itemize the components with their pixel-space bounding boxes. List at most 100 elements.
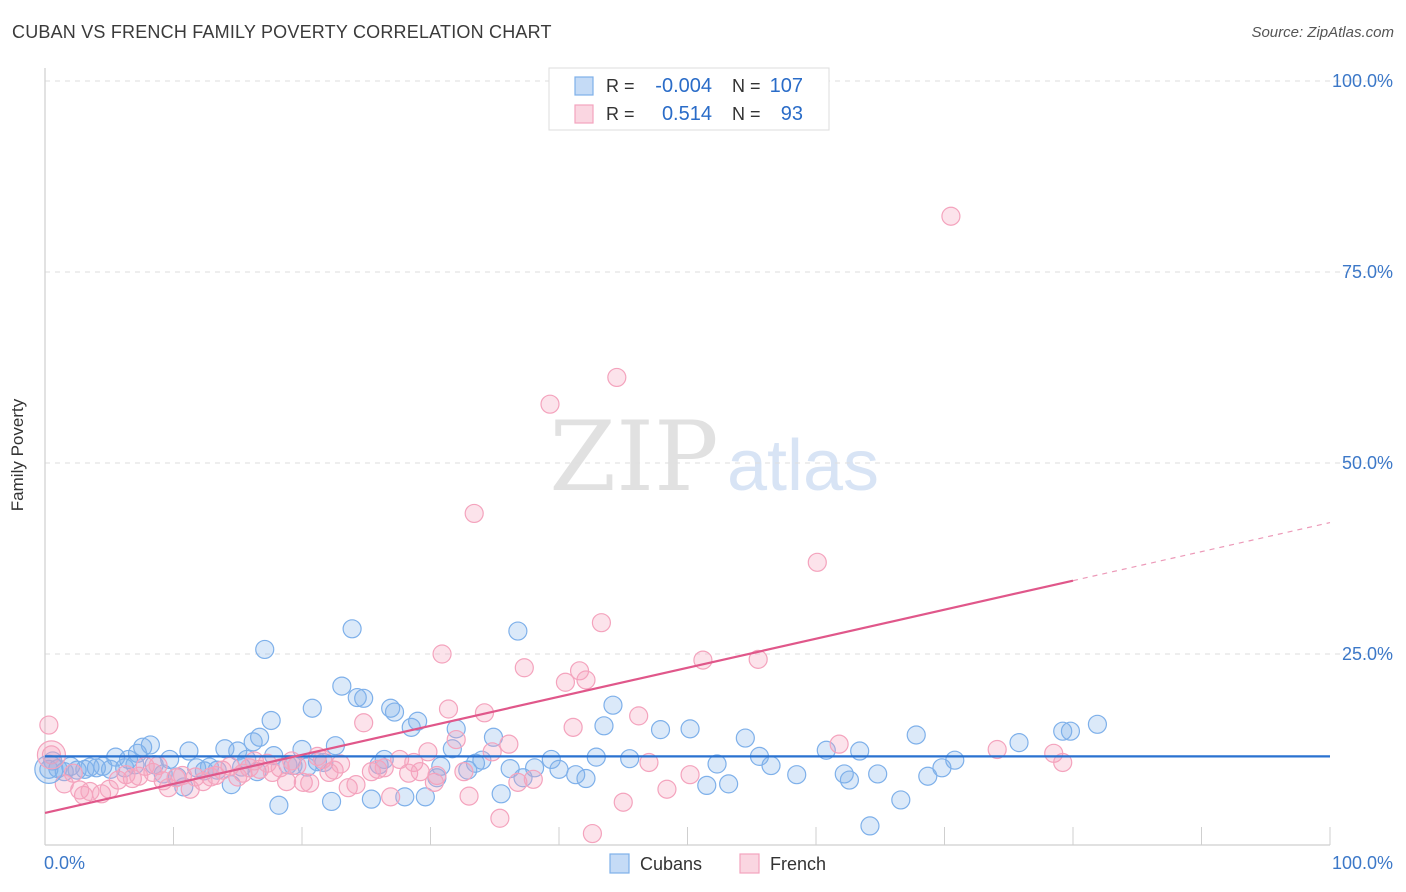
- french-point: [607, 367, 627, 388]
- stats-n-label: N =: [732, 76, 761, 96]
- french-point: [523, 769, 543, 789]
- french-point: [639, 752, 659, 773]
- grid: [45, 80, 1392, 655]
- french-point: [418, 742, 438, 762]
- french-point: [368, 759, 388, 779]
- french-point: [508, 772, 528, 792]
- cubans-point: [834, 764, 854, 784]
- cubans-point: [332, 676, 352, 696]
- cubans-point: [347, 687, 367, 708]
- french-point: [346, 775, 366, 795]
- french-point: [555, 672, 576, 692]
- watermark-atlas: atlas: [727, 426, 879, 506]
- french-point: [941, 206, 961, 226]
- data-points: [34, 206, 1108, 844]
- stats-n-value: 93: [781, 103, 803, 125]
- cubans-point: [603, 695, 623, 715]
- cubans-point: [86, 758, 107, 778]
- cubans-point: [697, 775, 717, 796]
- cubans-point: [1087, 714, 1108, 734]
- french-point: [432, 644, 452, 664]
- cubans-point: [680, 719, 700, 739]
- cubans-point: [361, 789, 381, 809]
- cubans-point: [945, 750, 965, 770]
- french-point: [576, 670, 596, 690]
- cubans-point: [839, 770, 860, 790]
- cubans-point: [408, 711, 428, 731]
- french-point: [591, 613, 612, 633]
- french-point: [613, 792, 633, 812]
- y-tick-label: 75.0%: [1342, 262, 1393, 282]
- cubans-point: [549, 759, 569, 779]
- watermark-zip: ZIP: [549, 401, 718, 513]
- cubans-point: [761, 755, 781, 776]
- french-point: [459, 786, 479, 806]
- cubans-point: [384, 702, 405, 722]
- cubans-point: [342, 619, 362, 639]
- cubans-point: [735, 728, 755, 748]
- cubans-point: [415, 787, 435, 807]
- cubans-point: [918, 766, 938, 786]
- cubans-point: [787, 765, 807, 785]
- french-legend-swatch: [739, 853, 760, 874]
- french-point: [464, 503, 484, 524]
- cubans-point: [354, 688, 374, 708]
- cubans-point: [719, 774, 739, 794]
- french-point: [438, 699, 459, 719]
- french-point: [129, 766, 149, 786]
- cubans-point: [576, 768, 596, 789]
- cubans-point: [395, 787, 415, 807]
- tick-labels: 25.0% 50.0% 75.0% 100.0% 0.0% 100.0%: [44, 71, 1393, 873]
- chart-source: Source: ZipAtlas.com: [1251, 24, 1394, 41]
- cubans-point: [1009, 733, 1029, 753]
- stats-swatch: [574, 76, 594, 96]
- french-point: [63, 763, 83, 783]
- french-point: [381, 787, 401, 807]
- french-point: [748, 649, 768, 669]
- cubans-point: [255, 639, 275, 660]
- cubans-point: [868, 764, 888, 784]
- stats-r-value: 0.514: [662, 103, 712, 125]
- y-tick-label: 50.0%: [1342, 453, 1393, 473]
- french-point: [807, 552, 827, 572]
- legend: Cubans French: [609, 853, 826, 874]
- stats-box-frame: [548, 67, 830, 131]
- cubans-point: [594, 716, 614, 736]
- french-point: [41, 745, 62, 765]
- french-point: [338, 778, 358, 798]
- cubans-point: [269, 795, 289, 815]
- stats-n-label: N =: [732, 104, 761, 124]
- stats-r-label: R =: [606, 104, 635, 124]
- cubans-point: [100, 759, 121, 779]
- french-point: [582, 823, 603, 844]
- stats-swatch: [574, 104, 594, 124]
- french-point: [374, 758, 394, 778]
- cubans-point: [1053, 721, 1073, 741]
- cubans-point: [541, 749, 561, 770]
- watermark: ZIP atlas: [549, 401, 879, 513]
- french-point: [499, 734, 519, 754]
- cubans-point: [891, 790, 911, 810]
- stats-n-value: 107: [770, 75, 803, 97]
- french-point: [454, 762, 474, 782]
- trend-lines: [44, 522, 1331, 814]
- cubans-point: [249, 727, 270, 747]
- french-point: [36, 740, 67, 770]
- cubans-point: [508, 621, 528, 641]
- cubans-point: [140, 735, 160, 755]
- french-point: [293, 772, 313, 792]
- cubans-legend-label: Cubans: [640, 854, 702, 874]
- french-point: [829, 734, 849, 754]
- cubans-point: [261, 710, 281, 731]
- cubans-point: [707, 754, 727, 774]
- cubans-point: [620, 749, 640, 769]
- cubans-point: [381, 698, 401, 718]
- cubans-point: [566, 765, 586, 785]
- french-point: [987, 739, 1007, 760]
- x-tick-label: 0.0%: [44, 853, 85, 873]
- french-point: [287, 755, 307, 776]
- chart-title: CUBAN VS FRENCH FAMILY POVERTY CORRELATI…: [12, 22, 552, 42]
- french-point: [540, 394, 560, 414]
- cubans-point: [860, 816, 880, 836]
- stats-box: R = -0.004 N = 107 R = 0.514 N = 93: [548, 67, 830, 131]
